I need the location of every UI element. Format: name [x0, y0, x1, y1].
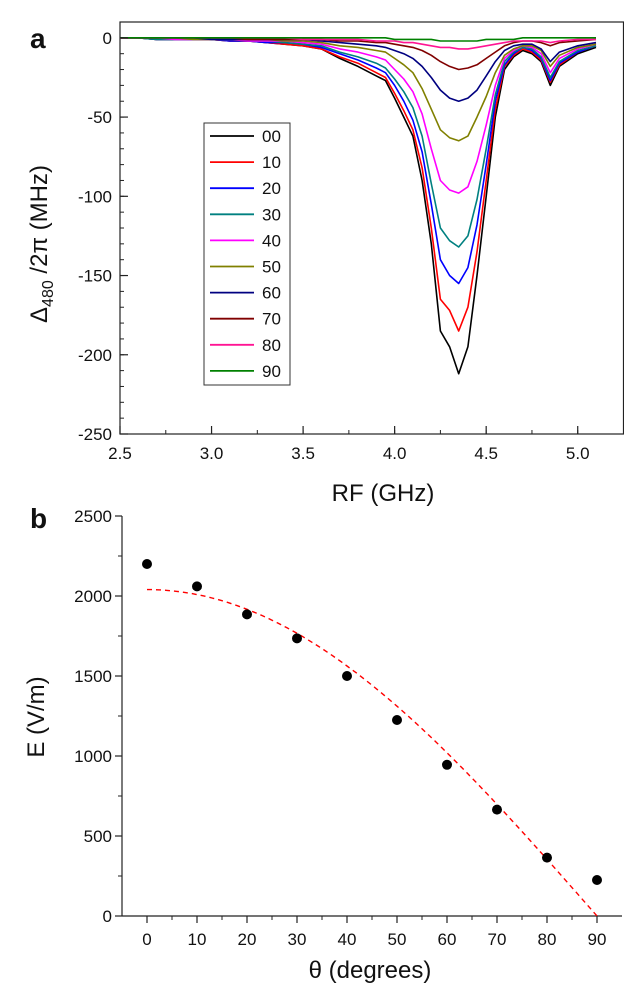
y-tick-label: 1500 — [74, 667, 112, 686]
fit-line — [147, 588, 598, 917]
y-title-prefix: Δ — [26, 307, 53, 323]
data-point — [592, 875, 602, 885]
legend-label-00: 00 — [262, 127, 281, 146]
data-point — [492, 804, 502, 815]
data-point — [292, 633, 302, 644]
y-tick-label: 0 — [103, 29, 112, 48]
data-point — [442, 759, 452, 770]
panel-b-x-ticks: 0 10 20 30 40 50 60 70 80 90 — [142, 916, 606, 949]
series-line-10 — [120, 36, 597, 332]
y-tick-label: 500 — [84, 827, 112, 846]
y-tick-label: 2500 — [74, 507, 112, 526]
x-tick-label: 40 — [338, 930, 357, 949]
panel-a-x-axis-title: RF (GHz) — [332, 480, 435, 507]
series-line-90 — [120, 36, 596, 42]
panel-b-y-ticks: 0 500 1000 1500 2000 2500 — [74, 507, 122, 926]
legend-label-10: 10 — [262, 153, 281, 172]
data-point — [142, 559, 152, 569]
legend-box — [203, 122, 291, 386]
x-tick-label: 80 — [538, 930, 557, 949]
x-tick-label: 70 — [488, 930, 507, 949]
y-title-suffix: /2π (MHz) — [26, 165, 53, 280]
y-title-subscript: 480 — [40, 280, 57, 307]
y-tick-label: 1000 — [74, 747, 112, 766]
series-line-70 — [120, 36, 597, 71]
y-tick-label: 0 — [103, 907, 112, 926]
legend-label-90: 90 — [262, 362, 281, 381]
panel-b-letter: b — [30, 503, 47, 534]
panel-a: a 2.5 3.0 3.5 4.0 4.5 5.0 0 -50 -100 -150 -200 -25… — [26, 21, 624, 507]
x-tick-label: 3.0 — [200, 444, 224, 463]
y-tick-label: -50 — [87, 108, 112, 127]
series-line-60 — [120, 36, 597, 102]
panel-a-y-ticks: 0 -50 -100 -150 -200 -250 — [78, 29, 128, 444]
data-point — [392, 715, 402, 725]
data-point — [342, 671, 352, 681]
legend-label-80: 80 — [262, 336, 281, 355]
series-line-00 — [120, 36, 597, 375]
y-tick-label: -150 — [78, 267, 112, 286]
panel-a-x-ticks: 2.5 3.0 3.5 4.0 4.5 5.0 — [108, 426, 624, 463]
data-point — [242, 609, 252, 620]
y-tick-label: -100 — [78, 187, 112, 206]
legend-label-60: 60 — [262, 284, 281, 303]
data-point — [192, 581, 202, 592]
x-tick-label: 5.0 — [566, 444, 590, 463]
x-tick-label: 2.5 — [108, 444, 132, 463]
x-tick-label: 90 — [588, 930, 607, 949]
panel-b: b 0 10 20 30 40 50 60 70 80 90 0 500 1000 1500 2000 25… — [23, 503, 622, 984]
legend-label-30: 30 — [262, 205, 281, 224]
series-line-50 — [120, 36, 597, 142]
x-tick-label: 4.5 — [474, 444, 498, 463]
x-tick-label: 0 — [142, 930, 151, 949]
panel-a-legend: 00 10 20 30 40 50 60 70 80 90 — [203, 122, 291, 386]
y-tick-label: -250 — [78, 425, 112, 444]
panel-a-y-axis-title: Δ480 /2π (MHz) — [26, 165, 57, 323]
legend-label-70: 70 — [262, 310, 281, 329]
series-line-40 — [120, 36, 597, 194]
x-tick-label: 60 — [438, 930, 457, 949]
y-tick-label: 2000 — [74, 587, 112, 606]
panel-a-frame — [119, 21, 624, 435]
x-tick-label: 20 — [238, 930, 257, 949]
series-line-30 — [120, 36, 597, 248]
panel-b-fit-curve — [147, 588, 598, 917]
panel-a-letter: a — [30, 23, 46, 54]
series-line-20 — [120, 36, 597, 285]
panel-a-series — [120, 36, 597, 375]
legend-label-20: 20 — [262, 179, 281, 198]
data-point — [542, 852, 552, 863]
x-tick-label: 30 — [288, 930, 307, 949]
x-tick-label: 3.5 — [291, 444, 315, 463]
panel-b-points — [142, 559, 602, 885]
legend-label-50: 50 — [262, 258, 281, 277]
legend-label-40: 40 — [262, 231, 281, 250]
y-tick-label: -200 — [78, 346, 112, 365]
panel-b-x-axis-title: θ (degrees) — [309, 957, 432, 984]
x-tick-label: 10 — [188, 930, 207, 949]
panel-b-y-axis-title: E (V/m) — [23, 676, 50, 757]
panel-a-axes — [119, 21, 624, 435]
x-tick-label: 50 — [388, 930, 407, 949]
x-tick-label: 4.0 — [383, 444, 407, 463]
